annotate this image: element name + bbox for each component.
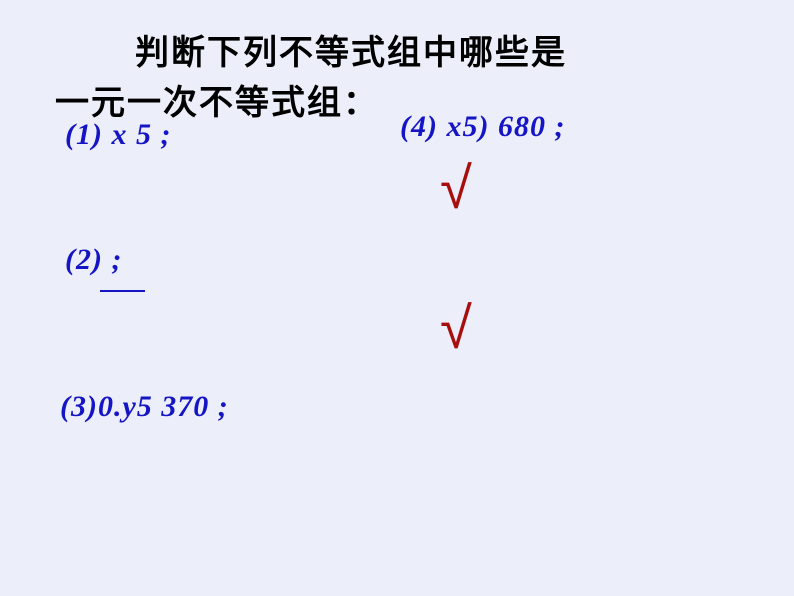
checkmark-1: √ <box>440 155 472 222</box>
item-2-underline <box>100 290 145 292</box>
problem-item-2: (2) ; <box>65 243 122 277</box>
problem-item-3: (3)0.y5 370 ; <box>60 390 229 424</box>
problem-item-4: (4) x5) 680 ; <box>400 110 565 144</box>
checkmark-2: √ <box>440 295 472 362</box>
title-line-2: 一元一次不等式组： <box>55 75 379 124</box>
problem-item-1: (1) x 5 ; <box>65 118 171 152</box>
title-line-1: 判断下列不等式组中哪些是 <box>135 25 567 74</box>
